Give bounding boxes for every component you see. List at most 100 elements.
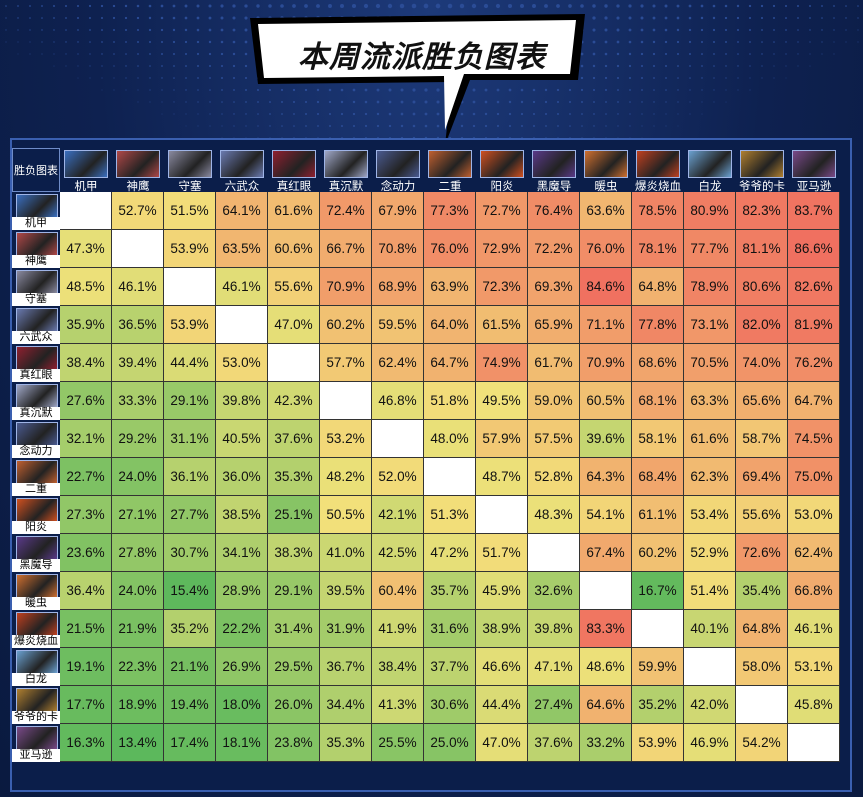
row-header: 黑魔导 — [12, 534, 60, 572]
heatmap-cell: 39.4% — [112, 344, 164, 382]
column-header: 念动力 — [372, 148, 424, 193]
heatmap-cell: 60.2% — [632, 534, 684, 572]
heatmap-cell — [164, 268, 216, 306]
heatmap-cell: 62.3% — [684, 458, 736, 496]
heatmap-cell: 77.7% — [684, 230, 736, 268]
heatmap-cell: 27.3% — [60, 496, 112, 534]
heatmap-cell: 71.1% — [580, 306, 632, 344]
heatmap-cell: 51.8% — [424, 382, 476, 420]
heatmap-cell: 59.9% — [632, 648, 684, 686]
heatmap-cell: 76.0% — [580, 230, 632, 268]
heatmap-cell: 17.7% — [60, 686, 112, 724]
row-label: 暖虫 — [12, 597, 60, 610]
deck-portrait-icon — [740, 150, 784, 178]
heatmap-cell: 38.3% — [268, 534, 320, 572]
heatmap-cell: 48.3% — [528, 496, 580, 534]
heatmap-cell: 72.6% — [736, 534, 788, 572]
row-header: 机甲 — [12, 192, 60, 230]
heatmap-cell: 75.0% — [788, 458, 840, 496]
column-header: 守塞 — [164, 148, 216, 193]
heatmap-cell: 69.4% — [736, 458, 788, 496]
heatmap-cell: 66.7% — [320, 230, 372, 268]
row-label: 守塞 — [12, 293, 60, 306]
heatmap-cell: 19.4% — [164, 686, 216, 724]
heatmap-cell — [60, 192, 112, 230]
heatmap-cell — [580, 572, 632, 610]
heatmap-cell: 47.2% — [424, 534, 476, 572]
heatmap-cell: 54.2% — [736, 724, 788, 762]
heatmap-cell: 42.1% — [372, 496, 424, 534]
heatmap-cell: 39.5% — [320, 572, 372, 610]
heatmap-cell: 77.3% — [424, 192, 476, 230]
heatmap-cell — [268, 344, 320, 382]
heatmap-cell: 21.9% — [112, 610, 164, 648]
heatmap-cell: 26.9% — [216, 648, 268, 686]
deck-portrait-icon — [168, 150, 212, 178]
heatmap-cell: 63.6% — [580, 192, 632, 230]
heatmap-cell: 76.2% — [788, 344, 840, 382]
heatmap-cell: 68.9% — [372, 268, 424, 306]
heatmap-cell: 82.0% — [736, 306, 788, 344]
heatmap-cell: 39.8% — [528, 610, 580, 648]
heatmap-cell: 72.7% — [476, 192, 528, 230]
deck-portrait-icon — [16, 460, 58, 484]
heatmap-cell: 61.7% — [528, 344, 580, 382]
speech-bubble — [250, 14, 585, 145]
heatmap-cell: 46.9% — [684, 724, 736, 762]
heatmap-cell — [216, 306, 268, 344]
heatmap-cell: 47.1% — [528, 648, 580, 686]
heatmap-cell: 42.0% — [684, 686, 736, 724]
heatmap-cell: 77.8% — [632, 306, 684, 344]
heatmap-cell: 22.7% — [60, 458, 112, 496]
row-header: 二重 — [12, 458, 60, 496]
column-header: 真沉默 — [320, 148, 372, 193]
heatmap-cell: 64.7% — [424, 344, 476, 382]
heatmap-cell: 70.8% — [372, 230, 424, 268]
heatmap-cell: 53.2% — [320, 420, 372, 458]
heatmap-cell: 48.6% — [580, 648, 632, 686]
heatmap-cell: 39.6% — [580, 420, 632, 458]
heatmap-cell: 29.5% — [268, 648, 320, 686]
heatmap-cell: 52.7% — [112, 192, 164, 230]
heatmap-cell: 53.0% — [788, 496, 840, 534]
heatmap-cell: 22.3% — [112, 648, 164, 686]
heatmap-cell: 58.0% — [736, 648, 788, 686]
column-label: 真红眼 — [276, 181, 312, 193]
heatmap-cell: 72.9% — [476, 230, 528, 268]
row-header: 守塞 — [12, 268, 60, 306]
heatmap-cell: 18.0% — [216, 686, 268, 724]
heatmap-cell — [684, 648, 736, 686]
column-label: 二重 — [438, 181, 462, 193]
heatmap-cell — [788, 724, 840, 762]
heatmap-cell: 47.3% — [60, 230, 112, 268]
heatmap-cell: 68.4% — [632, 458, 684, 496]
row-label: 念动力 — [12, 445, 60, 458]
heatmap-cell: 21.5% — [60, 610, 112, 648]
row-header: 念动力 — [12, 420, 60, 458]
heatmap-cell: 39.8% — [216, 382, 268, 420]
heatmap-cell: 74.5% — [788, 420, 840, 458]
deck-portrait-icon — [220, 150, 264, 178]
row-header: 爷爷的卡 — [12, 686, 60, 724]
heatmap-cell: 64.8% — [632, 268, 684, 306]
heatmap-cell — [424, 458, 476, 496]
heatmap-cell: 57.7% — [320, 344, 372, 382]
column-label: 爷爷的卡 — [739, 181, 785, 193]
column-header: 机甲 — [60, 148, 112, 193]
row-header: 白龙 — [12, 648, 60, 686]
heatmap-cell: 41.0% — [320, 534, 372, 572]
heatmap-cell: 25.5% — [372, 724, 424, 762]
row-label: 二重 — [12, 483, 60, 496]
row-header: 阳炎 — [12, 496, 60, 534]
heatmap-cell: 13.4% — [112, 724, 164, 762]
heatmap-cell: 30.7% — [164, 534, 216, 572]
deck-portrait-icon — [16, 726, 58, 750]
heatmap-cell: 31.1% — [164, 420, 216, 458]
heatmap-cell: 28.9% — [216, 572, 268, 610]
heatmap-cell: 36.5% — [112, 306, 164, 344]
heatmap-cell: 33.3% — [112, 382, 164, 420]
heatmap-cell: 19.1% — [60, 648, 112, 686]
heatmap-cell: 23.8% — [268, 724, 320, 762]
heatmap-cell: 53.0% — [216, 344, 268, 382]
heatmap-cell: 24.0% — [112, 572, 164, 610]
